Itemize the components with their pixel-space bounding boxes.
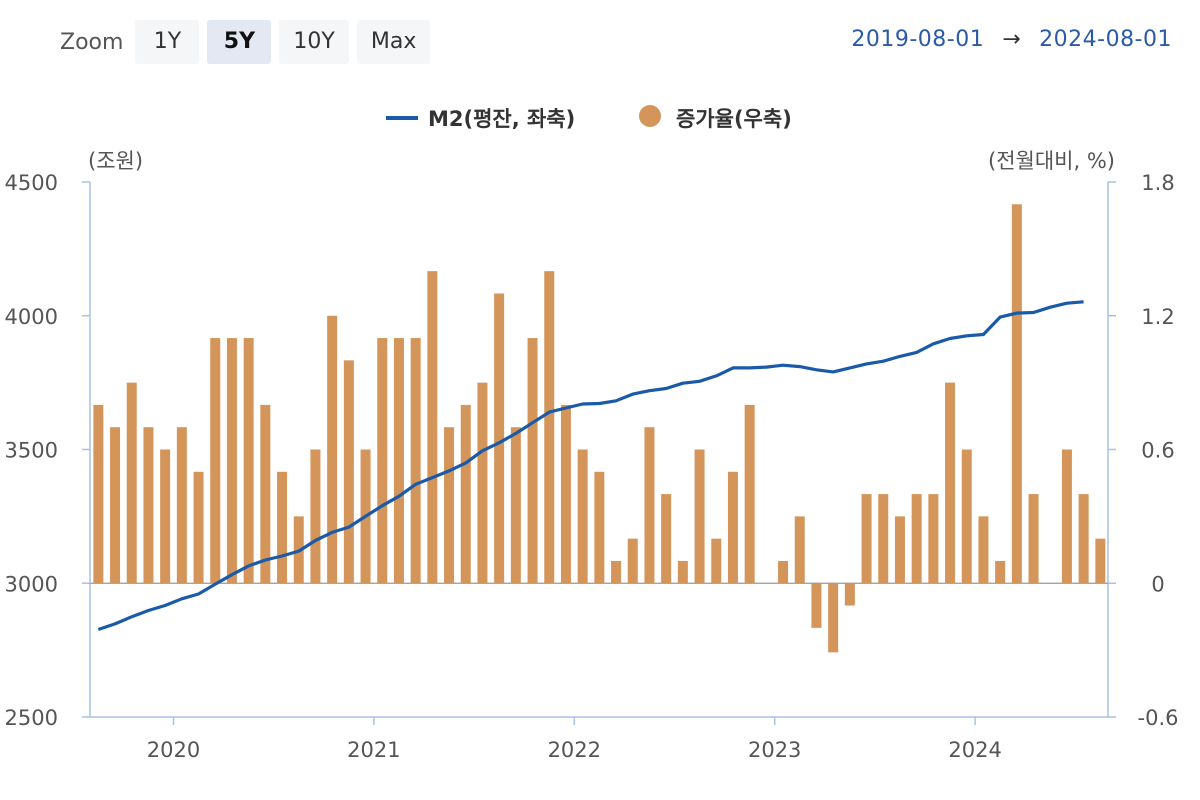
growth-bar[interactable] [243, 338, 254, 584]
range-arrow-icon: → [1002, 27, 1022, 52]
zoom-10y-button[interactable]: 10Y [279, 20, 349, 64]
growth-bar[interactable] [310, 449, 321, 584]
growth-bar[interactable] [794, 516, 805, 584]
growth-bar[interactable] [477, 382, 488, 584]
growth-bar[interactable] [1028, 494, 1039, 584]
growth-bar[interactable] [126, 382, 137, 584]
right-tick-label: 1.8 [1141, 171, 1174, 195]
zoom-max-button[interactable]: Max [356, 20, 431, 64]
growth-bar[interactable] [878, 494, 889, 584]
growth-bar[interactable] [1011, 204, 1022, 584]
growth-bar[interactable] [176, 427, 187, 584]
growth-bar[interactable] [160, 449, 171, 584]
growth-bar[interactable] [844, 583, 855, 606]
growth-bar[interactable] [510, 427, 521, 584]
range-start[interactable]: 2019-08-01 [851, 27, 985, 52]
growth-bar[interactable] [193, 471, 204, 584]
growth-bar[interactable] [410, 338, 421, 584]
left-tick-label: 4000 [5, 305, 58, 329]
growth-bar[interactable] [744, 404, 755, 584]
growth-bar[interactable] [544, 271, 555, 584]
zoom-1y-button[interactable]: 1Y [135, 20, 200, 64]
growth-bar[interactable] [577, 449, 588, 584]
legend-circle-swatch [639, 105, 661, 127]
growth-bar[interactable] [811, 583, 822, 628]
right-axis-title: (전월대비, %) [988, 149, 1115, 173]
growth-bar[interactable] [861, 494, 872, 584]
growth-bar[interactable] [928, 494, 939, 584]
growth-bar[interactable] [343, 360, 354, 584]
growth-bar[interactable] [627, 538, 638, 584]
growth-bar[interactable] [143, 427, 154, 584]
growth-bar[interactable] [260, 404, 271, 584]
zoom-5y-button[interactable]: 5Y [207, 20, 272, 64]
x-tick-label: 2020 [147, 738, 200, 762]
growth-bar[interactable] [210, 338, 221, 584]
growth-bar[interactable] [894, 516, 905, 584]
left-tick-label: 3500 [5, 439, 58, 463]
legend-growth-label: 증가율(우축) [676, 107, 792, 131]
range-end[interactable]: 2024-08-01 [1039, 27, 1172, 52]
growth-bar[interactable] [226, 338, 237, 584]
m2-line[interactable] [97, 300, 1084, 632]
zoom-toolbar: Zoom 1Y 5Y 10Y Max [60, 20, 438, 64]
growth-bar[interactable] [444, 427, 455, 584]
left-tick-label: 2500 [5, 706, 58, 730]
growth-bar[interactable] [694, 449, 705, 584]
growth-bar[interactable] [727, 471, 738, 584]
growth-bar[interactable] [377, 338, 388, 584]
x-tick-label: 2021 [347, 738, 400, 762]
right-tick-label: -0.6 [1138, 706, 1179, 730]
right-tick-label: 1.2 [1141, 305, 1174, 329]
growth-bar[interactable] [911, 494, 922, 584]
chart-legend[interactable]: M2(평잔, 좌축) 증가율(우축) [386, 105, 792, 131]
growth-bar[interactable] [594, 471, 605, 584]
zoom-label: Zoom [60, 29, 124, 55]
x-tick-label: 2024 [948, 738, 1001, 762]
growth-bar[interactable] [778, 560, 789, 584]
x-tick-label: 2022 [548, 738, 601, 762]
growth-bar[interactable] [527, 338, 538, 584]
growth-bar[interactable] [1095, 538, 1106, 584]
growth-bar[interactable] [110, 427, 121, 584]
growth-bar[interactable] [961, 449, 972, 584]
growth-bar[interactable] [460, 404, 471, 584]
left-axis-title: (조원) [88, 149, 143, 173]
growth-bar[interactable] [711, 538, 722, 584]
growth-bar[interactable] [1061, 449, 1072, 584]
x-tick-label: 2023 [748, 738, 801, 762]
growth-bar[interactable] [828, 583, 839, 653]
growth-bar[interactable] [427, 271, 438, 584]
right-tick-label: 0 [1151, 572, 1164, 596]
growth-bar[interactable] [494, 293, 505, 584]
left-tick-label: 3000 [5, 572, 58, 596]
growth-bar[interactable] [560, 404, 571, 584]
growth-bar[interactable] [327, 315, 338, 584]
growth-bar[interactable] [661, 494, 672, 584]
growth-bar[interactable] [945, 382, 956, 584]
date-range: 2019-08-01 → 2024-08-01 [851, 27, 1172, 52]
growth-bar[interactable] [978, 516, 989, 584]
growth-bar[interactable] [1078, 494, 1089, 584]
growth-bar[interactable] [393, 338, 404, 584]
left-tick-label: 4500 [5, 171, 58, 195]
growth-bar[interactable] [277, 471, 288, 584]
growth-bar[interactable] [93, 404, 104, 584]
growth-bar[interactable] [677, 560, 688, 584]
right-tick-label: 0.6 [1141, 439, 1174, 463]
legend-m2-label: M2(평잔, 좌축) [428, 107, 575, 131]
growth-bar[interactable] [611, 560, 622, 584]
growth-bar[interactable] [995, 560, 1006, 584]
growth-bar[interactable] [644, 427, 655, 584]
